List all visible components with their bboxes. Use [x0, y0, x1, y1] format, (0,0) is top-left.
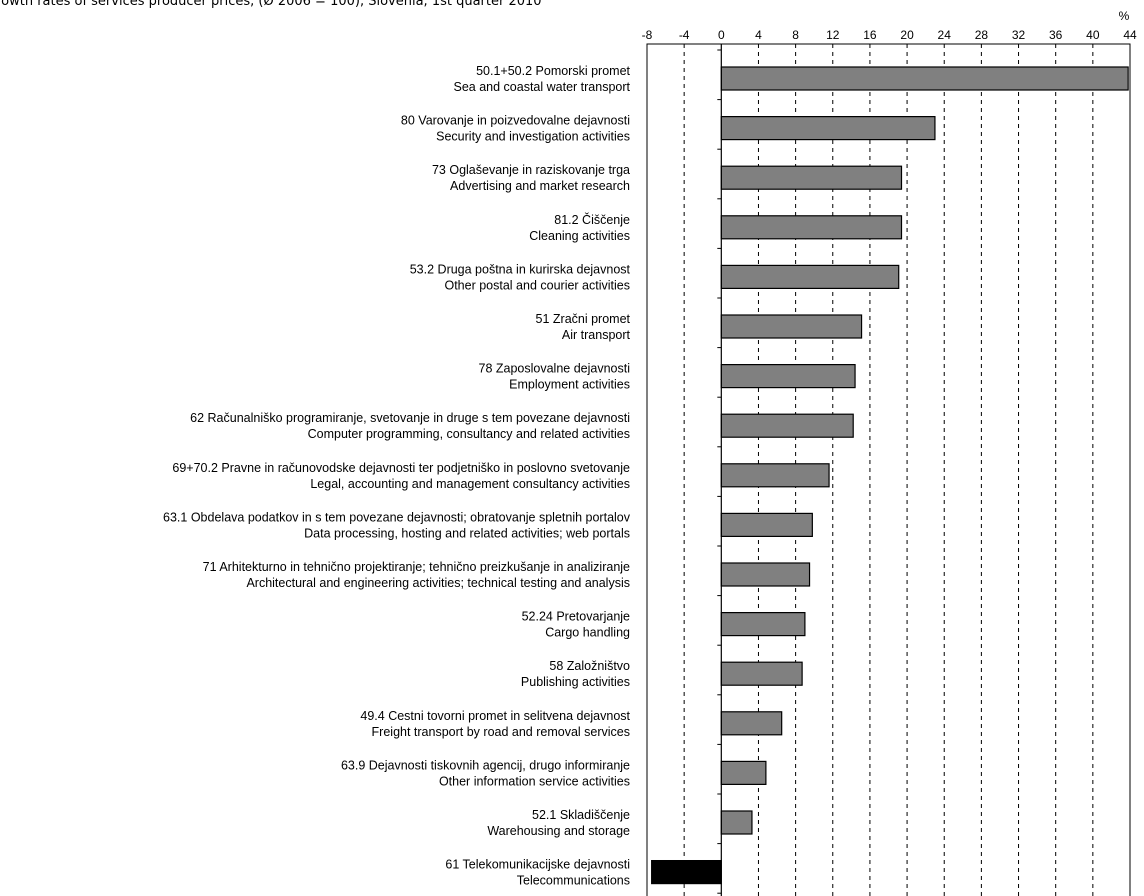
x-tick-label: 4 — [755, 28, 762, 42]
bar — [720, 810, 753, 835]
bar — [720, 562, 811, 587]
bar — [720, 364, 856, 389]
bar — [720, 264, 900, 289]
x-tick-label: 20 — [900, 28, 914, 42]
x-tick-label: 28 — [975, 28, 989, 42]
category-label: 53.2 Druga poštna in kurirska dejavnost — [410, 262, 631, 276]
bar — [720, 314, 863, 339]
bar — [720, 215, 903, 240]
x-tick-label: 36 — [1049, 28, 1063, 42]
bar — [720, 165, 903, 190]
bar — [720, 661, 803, 686]
category-label: 63.1 Obdelava podatkov in s tem povezane… — [163, 510, 631, 524]
category-label: Cleaning activities — [529, 229, 630, 243]
x-axis-ticks: -8 -4 0 4 8 12 16 20 24 28 32 36 40 44 — [642, 28, 1137, 42]
bar — [720, 413, 854, 438]
category-label: 51 Zračni promet — [536, 312, 631, 326]
category-label: 52.24 Pretovarjanje — [522, 610, 630, 624]
bar — [720, 115, 936, 141]
category-label: Air transport — [562, 328, 631, 342]
unit-label: % — [1119, 9, 1130, 23]
category-label: 62 Računalniško programiranje, svetovanj… — [190, 411, 630, 425]
x-tick-label: 0 — [718, 28, 725, 42]
category-label: 80 Varovanje in poizvedovalne dejavnosti — [401, 114, 630, 128]
category-label: Advertising and market research — [450, 179, 630, 193]
bar — [720, 66, 1129, 91]
x-tick-label: 16 — [863, 28, 877, 42]
bar — [720, 711, 783, 736]
category-label: 49.4 Cestni tovorni promet in selitvena … — [360, 709, 630, 723]
category-label: Legal, accounting and management consult… — [310, 477, 630, 491]
x-tick-label: 44 — [1123, 28, 1137, 42]
category-label: Warehousing and storage — [487, 824, 630, 838]
x-tick-label: 12 — [826, 28, 840, 42]
x-tick-label: -8 — [642, 28, 653, 42]
bar — [720, 760, 767, 786]
category-label: 52.1 Skladiščenje — [532, 808, 630, 822]
category-labels: 50.1+50.2 Pomorski promet Sea and coastal… — [163, 64, 631, 888]
bar — [720, 463, 830, 488]
category-label: 61 Telekomunikacijske dejavnosti — [445, 858, 630, 872]
category-label: 71 Arhitekturno in tehnično projektiranj… — [203, 560, 630, 574]
category-label: 69+70.2 Pravne in računovodske dejavnost… — [172, 461, 630, 475]
bars — [651, 66, 1129, 885]
category-label: Freight transport by road and removal se… — [372, 725, 630, 739]
category-label: Other postal and courier activities — [444, 278, 630, 292]
category-label: 50.1+50.2 Pomorski promet — [476, 64, 630, 78]
category-label: 73 Oglaševanje in raziskovanje trga — [432, 163, 630, 177]
x-tick-label: -4 — [679, 28, 690, 42]
category-label: 78 Zaposlovalne dejavnosti — [479, 362, 631, 376]
x-tick-label: 40 — [1086, 28, 1100, 42]
bar — [651, 859, 722, 885]
bar — [720, 611, 806, 637]
category-label: 63.9 Dejavnosti tiskovnih agencij, drugo… — [341, 758, 630, 772]
category-label: Employment activities — [509, 378, 630, 392]
category-label: Cargo handling — [545, 626, 630, 640]
category-label: 58 Založništvo — [549, 659, 630, 673]
category-label: Telecommunications — [517, 874, 630, 888]
category-label: Sea and coastal water transport — [454, 80, 631, 94]
zero-axis — [717, 44, 722, 896]
category-label: 81.2 Čiščenje — [554, 212, 630, 227]
category-label: Data processing, hosting and related act… — [304, 526, 630, 540]
category-label: Computer programming, consultancy and re… — [308, 427, 630, 441]
category-label: Security and investigation activities — [436, 130, 630, 144]
x-tick-label: 8 — [792, 28, 799, 42]
category-label: Other information service activities — [439, 774, 630, 788]
x-tick-label: 32 — [1012, 28, 1026, 42]
chart-caption: Growth rates of services producer prices… — [0, 0, 542, 9]
category-label: Publishing activities — [521, 675, 630, 689]
bar — [720, 512, 813, 538]
category-label: Architectural and engineering activities… — [246, 576, 630, 590]
x-tick-label: 24 — [938, 28, 952, 42]
